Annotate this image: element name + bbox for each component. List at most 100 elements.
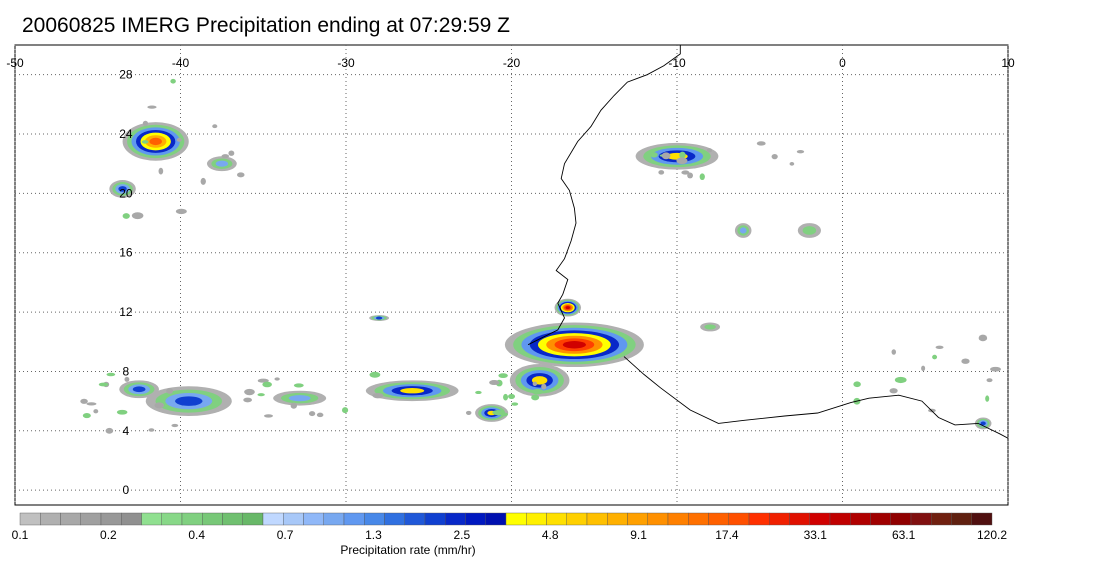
colorbar-label: Precipitation rate (mm/hr) — [340, 543, 475, 557]
colorbar-swatch — [323, 512, 345, 526]
longitude-labels: -50 -40 -30 -20 -10 0 10 — [6, 56, 1015, 70]
colorbar-tick-label: 2.5 — [453, 528, 470, 542]
precip-speck — [142, 120, 149, 126]
grid-lines — [14, 45, 1009, 505]
colorbar-swatch — [343, 512, 365, 526]
precip-speck — [262, 381, 272, 388]
precip-speck — [82, 413, 91, 419]
precip-speck — [170, 78, 176, 84]
colorbar-swatch — [364, 512, 385, 526]
precip-speck — [661, 152, 671, 160]
precip-speck — [500, 412, 508, 417]
precip-cell — [119, 380, 159, 399]
precip-contour — [149, 137, 162, 146]
coastline — [623, 356, 1008, 439]
colorbar-swatch — [485, 512, 507, 526]
precip-cell — [206, 156, 237, 172]
precip-contour — [565, 306, 570, 310]
colorbar-swatch — [141, 512, 162, 526]
precip-speck — [986, 378, 993, 383]
precip-speck — [122, 213, 130, 219]
colorbar-swatch — [465, 512, 486, 526]
precip-speck — [158, 167, 164, 175]
precip-cell — [974, 417, 992, 430]
precip-speck — [116, 409, 128, 415]
colorbar-tick-label: 63.1 — [892, 528, 916, 542]
colorbar-swatch — [384, 512, 405, 526]
colorbar-tick-label: 17.4 — [715, 528, 739, 542]
colorbar-swatch — [850, 512, 871, 526]
precip-speck — [894, 376, 907, 384]
precip-speck — [93, 409, 99, 414]
precip-speck — [221, 154, 230, 159]
colorbar-swatch — [748, 512, 770, 526]
lon-tick-label: -30 — [337, 56, 355, 70]
lat-tick-label: 4 — [123, 424, 130, 438]
colorbar-swatch — [586, 512, 608, 526]
colorbar-swatch — [202, 512, 223, 526]
precip-speck — [243, 397, 252, 403]
precip-speck — [541, 383, 547, 390]
precip-speck — [175, 208, 187, 215]
precip-contour — [288, 395, 311, 402]
lat-tick-label: 8 — [123, 364, 130, 378]
colorbar-tick-label: 120.2 — [977, 528, 1007, 542]
colorbar-swatch — [262, 512, 284, 526]
precip-speck — [148, 428, 155, 432]
precip-speck — [141, 140, 149, 144]
lat-tick-label: 24 — [119, 127, 133, 141]
precip-speck — [475, 390, 482, 395]
colorbar-swatch — [667, 512, 689, 526]
lon-tick-label: 10 — [1001, 56, 1015, 70]
precip-speck — [369, 371, 381, 378]
colorbar-tick-label: 0.4 — [188, 528, 205, 542]
precip-cell — [734, 223, 752, 238]
colorbar-swatch — [80, 512, 102, 526]
precip-speck — [106, 372, 116, 377]
colorbar-swatch — [566, 512, 588, 526]
precip-speck — [699, 173, 705, 181]
colorbar: 0.1 0.2 0.4 0.7 1.3 2.5 4.8 9.1 17.4 33.1 63.1 120.… — [12, 512, 1007, 542]
precip-contour — [739, 227, 747, 234]
precip-speck — [796, 150, 805, 154]
colorbar-swatch — [627, 512, 648, 526]
coastline-layer — [527, 45, 1008, 439]
precip-speck — [263, 414, 273, 418]
colorbar-swatch — [728, 512, 750, 526]
precip-speck — [706, 148, 713, 153]
colorbar-swatch — [222, 512, 243, 526]
colorbar-swatch — [789, 512, 810, 526]
precip-cell — [273, 390, 327, 406]
colorbar-swatch — [607, 512, 628, 526]
lon-tick-label: -20 — [503, 56, 521, 70]
colorbar-swatch — [404, 512, 426, 526]
precip-speck — [465, 410, 472, 416]
precip-speck — [80, 398, 88, 404]
colorbar-swatch — [181, 512, 203, 526]
precip-speck — [889, 388, 898, 394]
precip-speck — [650, 152, 658, 158]
latitude-labels: 28 24 20 16 12 8 4 0 — [119, 68, 133, 497]
precip-speck — [274, 377, 280, 381]
precip-speck — [212, 124, 218, 129]
precip-cell — [365, 380, 459, 402]
precipitation-layer — [80, 78, 1001, 434]
precip-contour — [562, 341, 586, 349]
lon-tick-label: 0 — [839, 56, 846, 70]
precip-contour — [215, 160, 229, 167]
colorbar-swatch — [283, 512, 304, 526]
precip-speck — [290, 402, 297, 409]
colorbar-tick-label: 1.3 — [365, 528, 382, 542]
precip-speck — [86, 402, 97, 406]
precip-speck — [681, 170, 690, 175]
colorbar-tick-label: 33.1 — [804, 528, 828, 542]
colorbar-tick-label: 4.8 — [542, 528, 559, 542]
precip-speck — [789, 162, 795, 166]
precip-contour — [980, 421, 986, 426]
precip-contour — [175, 396, 203, 406]
precip-speck — [990, 366, 1001, 372]
precip-cell — [122, 122, 189, 161]
colorbar-swatch — [424, 512, 446, 526]
colorbar-swatch — [809, 512, 831, 526]
